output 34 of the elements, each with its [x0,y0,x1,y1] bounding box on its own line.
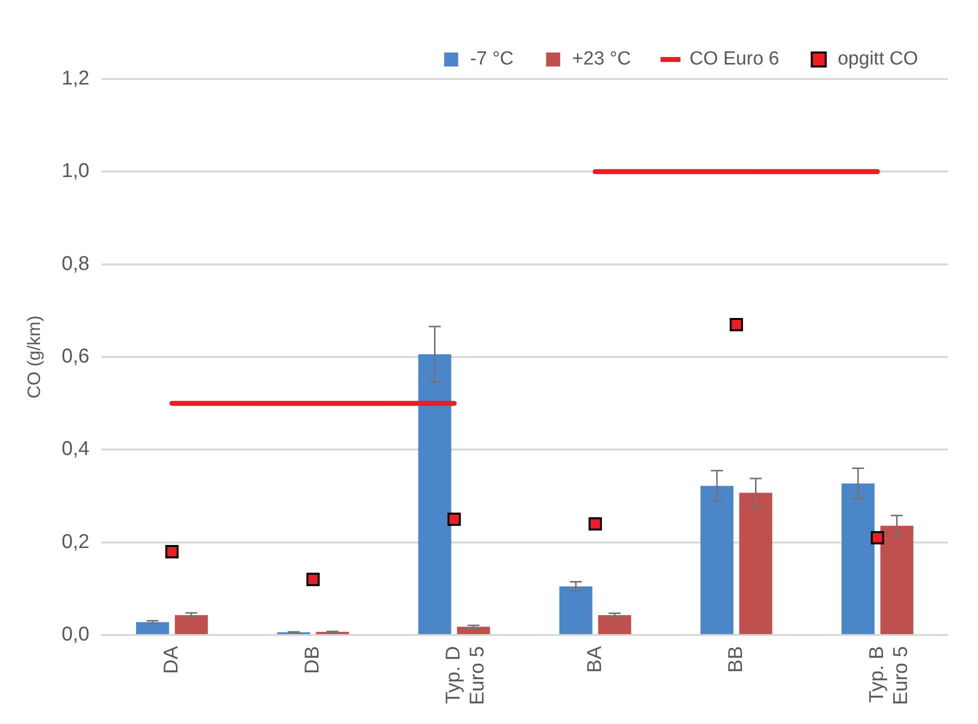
bar [880,526,914,634]
point [165,545,179,558]
point [870,531,884,544]
point [730,318,744,332]
bar [418,354,452,634]
x-tick-label: DA [160,645,182,674]
legend-label: +23 °C [572,48,631,70]
x-tick-label: Typ. B Euro 5 [866,646,912,706]
legend-label: opgitt CO [838,48,918,70]
bar [559,586,592,634]
y-tick-label: 0,8 [62,252,90,275]
bar [700,486,734,634]
bar [136,622,170,634]
y-tick-label: 0,6 [62,346,90,368]
point [447,512,461,526]
y-tick-label: 1,2 [62,68,90,90]
legend-label: CO Euro 6 [689,48,780,70]
bar [842,484,875,634]
x-tick-label: DB [302,646,324,674]
point [306,572,320,586]
y-tick-label: 0,2 [62,530,90,553]
y-tick-label: 0,4 [62,438,90,460]
x-tick-label: BA [584,645,606,673]
y-tick-label: 1,0 [62,160,90,182]
x-tick-label: BB [724,646,747,673]
bar [598,615,632,634]
legend-label: -7 °C [470,48,514,70]
y-axis-title: CO (g/km) [24,316,44,399]
y-tick-label: 0,0 [62,624,90,646]
x-tick-label: Typ. D Euro 5 [442,646,489,706]
bar [739,492,772,634]
point [588,517,602,531]
bar [174,615,208,634]
bar [457,626,490,634]
